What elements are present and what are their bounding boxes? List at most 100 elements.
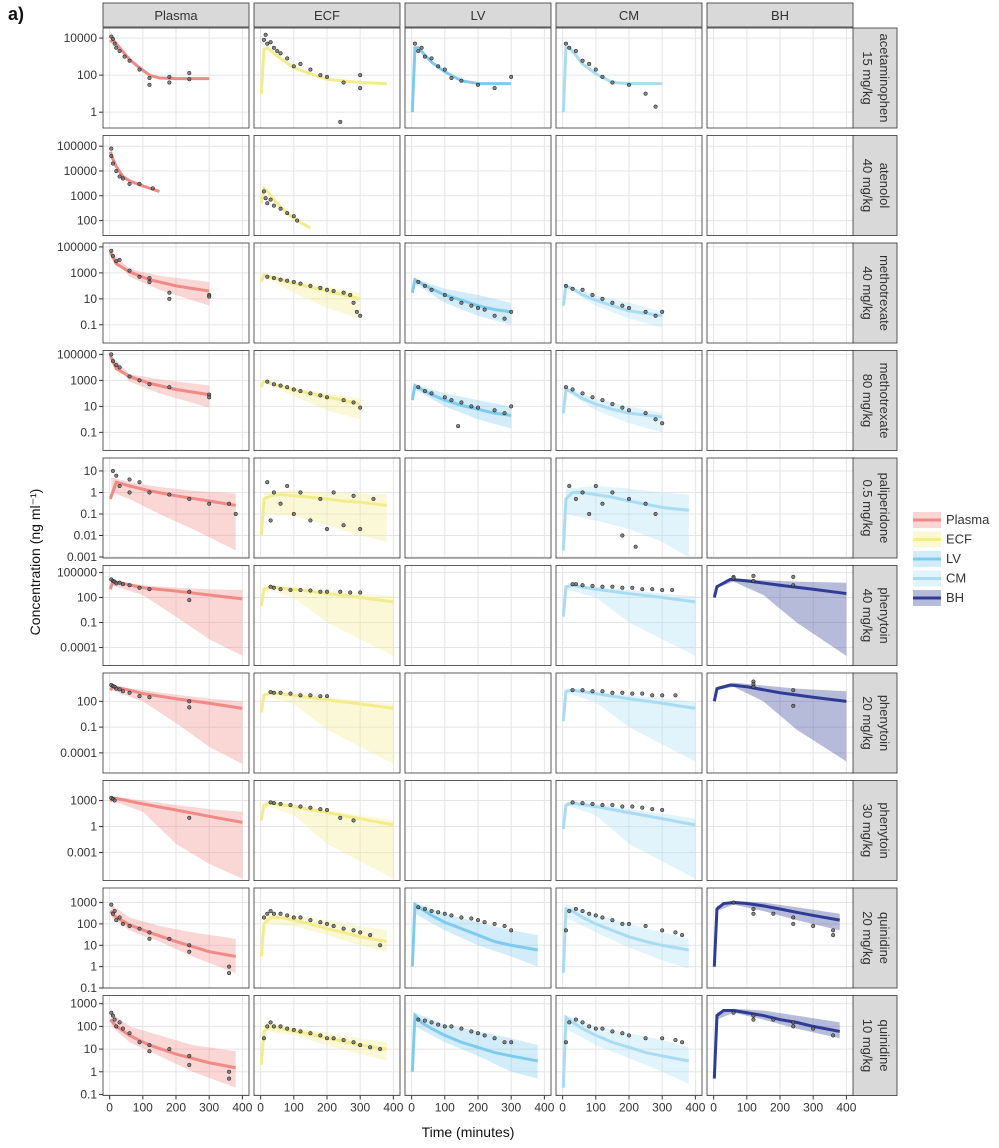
panel-border — [253, 672, 401, 774]
observation — [233, 511, 238, 517]
panel-marks — [108, 146, 160, 193]
observation — [351, 493, 356, 498]
row-strip-drug: acetaminophen — [877, 34, 892, 123]
column-strip-label: CM — [619, 8, 639, 23]
observation — [261, 37, 267, 42]
model-line — [712, 577, 847, 598]
x-tick-label: 400 — [685, 1101, 705, 1115]
observation — [751, 911, 756, 916]
observation — [265, 480, 270, 485]
row-strip-drug: methotrexate — [877, 255, 892, 331]
observation — [429, 391, 434, 396]
observation — [324, 921, 330, 926]
observation — [673, 693, 678, 698]
observation — [643, 501, 648, 506]
observation — [147, 382, 152, 387]
y-tick-label: 10 — [84, 399, 98, 413]
model-line — [561, 688, 696, 722]
observation — [187, 815, 192, 820]
observation — [127, 583, 132, 588]
observation — [567, 909, 572, 914]
model-line — [712, 901, 840, 967]
row-strip — [851, 887, 898, 989]
observation — [117, 1020, 122, 1025]
observation — [117, 257, 122, 262]
observation — [112, 909, 117, 914]
column-strip — [706, 2, 854, 28]
observation — [791, 574, 796, 579]
model-line — [712, 1009, 841, 1079]
observation — [298, 61, 303, 67]
observation — [348, 590, 353, 595]
observation — [358, 930, 363, 935]
observation — [731, 576, 736, 581]
panel-border — [404, 672, 552, 774]
panel-border — [102, 565, 250, 666]
panel-border — [555, 242, 703, 344]
panel-border — [102, 242, 250, 344]
panel-marks — [109, 902, 236, 976]
observation — [127, 1031, 132, 1036]
observation — [278, 277, 283, 282]
observation — [643, 411, 648, 416]
panel-marks — [410, 383, 514, 429]
observation — [456, 424, 461, 429]
observation — [331, 923, 336, 929]
panel-border — [706, 350, 854, 451]
observation — [419, 45, 424, 50]
observation — [109, 154, 114, 159]
observation — [117, 48, 122, 54]
y-tick-label: 1000 — [70, 997, 97, 1011]
model-line — [561, 801, 696, 830]
panel-border — [253, 887, 401, 989]
observation — [590, 292, 595, 298]
observation — [587, 911, 592, 916]
panel-border — [404, 457, 552, 559]
panel-marks — [410, 41, 514, 113]
observation — [187, 589, 192, 594]
observation — [318, 496, 323, 501]
observation — [308, 805, 313, 810]
observation — [285, 483, 290, 489]
observation — [120, 176, 125, 181]
panel-marks — [561, 582, 696, 656]
observation — [331, 490, 336, 495]
observation — [308, 283, 313, 288]
observation — [791, 1020, 796, 1025]
observation — [429, 1020, 434, 1025]
observation — [318, 73, 323, 78]
legend-label: LV — [946, 551, 961, 566]
observation — [112, 1017, 117, 1022]
panel-marks — [410, 277, 514, 325]
observation — [422, 283, 427, 288]
prediction-band — [263, 913, 387, 952]
observation — [751, 1013, 756, 1018]
observation — [416, 1017, 421, 1022]
observation — [563, 385, 569, 390]
x-tick-label: 100 — [284, 1101, 304, 1115]
panel-marks — [259, 273, 363, 319]
observation — [324, 395, 330, 400]
prediction-band — [565, 485, 689, 558]
x-tick-label: 0 — [408, 1101, 415, 1115]
y-tick-label: 10 — [84, 938, 98, 952]
observation — [120, 582, 125, 587]
observation — [261, 915, 267, 920]
observation — [469, 303, 474, 308]
row-strip — [851, 27, 898, 129]
observation — [127, 490, 132, 495]
observation — [331, 288, 336, 294]
observation — [127, 374, 132, 379]
panel-border — [555, 350, 703, 451]
observation — [291, 64, 296, 69]
prediction-band — [111, 1012, 236, 1088]
observation — [268, 1020, 273, 1025]
observation — [620, 585, 625, 590]
panel-border — [404, 27, 552, 129]
observation — [429, 909, 434, 914]
observation — [429, 287, 434, 292]
observation — [285, 1026, 290, 1031]
observation — [263, 32, 268, 37]
observation — [291, 214, 296, 219]
